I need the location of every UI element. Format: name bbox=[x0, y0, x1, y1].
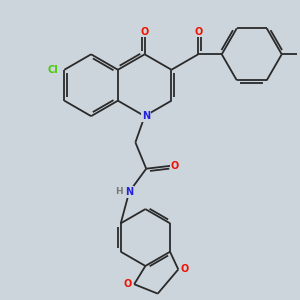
Text: N: N bbox=[125, 187, 133, 197]
Text: Cl: Cl bbox=[48, 65, 58, 75]
Text: N: N bbox=[142, 111, 150, 121]
Text: O: O bbox=[194, 27, 202, 37]
Text: O: O bbox=[171, 160, 179, 171]
Text: O: O bbox=[124, 279, 132, 289]
Text: O: O bbox=[181, 264, 189, 274]
Text: O: O bbox=[140, 27, 149, 37]
Text: H: H bbox=[115, 188, 123, 196]
